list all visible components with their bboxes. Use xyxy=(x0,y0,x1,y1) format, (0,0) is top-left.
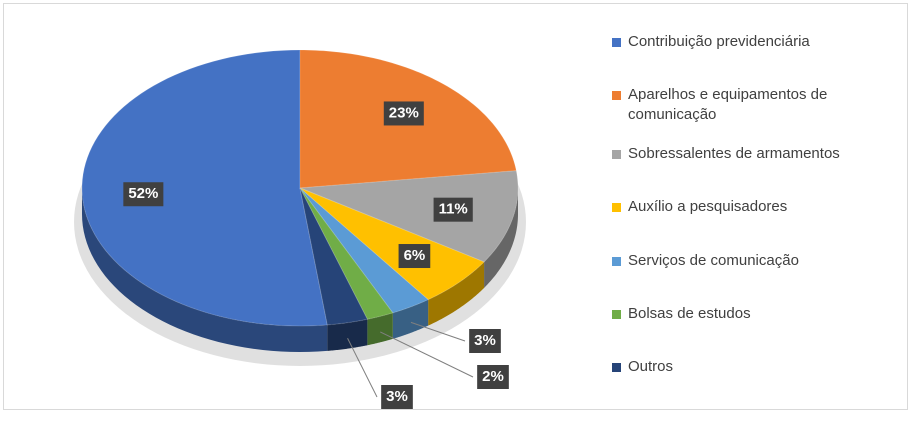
data-label: 23% xyxy=(389,104,419,121)
legend-swatch xyxy=(612,91,621,100)
legend-item: Aparelhos e equipamentos de comunicação xyxy=(612,85,848,125)
slice xyxy=(299,187,369,326)
legend-item: Sobressalentes de armamentos xyxy=(612,144,911,164)
data-label: 6% xyxy=(404,247,426,264)
legend-item: Bolsas de estudos xyxy=(612,304,911,324)
data-label: 3% xyxy=(386,388,408,405)
legend-swatch xyxy=(612,257,621,266)
slice-side xyxy=(367,312,393,346)
data-label-box xyxy=(433,197,473,222)
slice-side xyxy=(428,261,485,326)
data-label-box xyxy=(469,329,501,353)
slice-side xyxy=(484,188,518,288)
legend-label: Bolsas de estudos xyxy=(628,305,751,322)
data-label: 52% xyxy=(128,185,158,202)
legend-item: Auxílio a pesquisadores xyxy=(612,197,911,217)
legend-swatch xyxy=(612,150,621,159)
legend-item: Outros xyxy=(612,357,911,377)
data-label: 2% xyxy=(482,368,504,385)
slice-side xyxy=(392,299,429,339)
data-label: 11% xyxy=(439,201,468,218)
legend-swatch xyxy=(612,363,621,372)
chart-frame xyxy=(3,3,908,410)
slice xyxy=(299,187,430,314)
slice xyxy=(299,170,519,263)
data-label-box xyxy=(381,385,413,409)
slice xyxy=(299,187,485,301)
data-label-box xyxy=(123,182,164,207)
data-label: 3% xyxy=(474,332,496,349)
leader-line xyxy=(380,331,474,378)
legend-item: Serviços de comunicação xyxy=(612,251,911,271)
slice xyxy=(81,49,328,327)
leader-line xyxy=(410,321,466,342)
legend-label: Sobressalentes de armamentos xyxy=(628,145,840,162)
legend-swatch xyxy=(612,38,621,47)
legend-item: Contribuição previdenciária xyxy=(612,32,911,52)
legend-swatch xyxy=(612,203,621,212)
slice-side xyxy=(82,188,328,352)
legend-label: Auxílio a pesquisadores xyxy=(628,198,788,215)
legend-swatch xyxy=(612,310,621,319)
leader-line xyxy=(347,338,378,398)
slice-side xyxy=(327,319,368,351)
legend-label: Contribuição previdenciária xyxy=(628,33,810,50)
data-label-box xyxy=(398,244,431,269)
data-label-box xyxy=(477,365,509,389)
slice xyxy=(299,187,394,320)
legend-label: Outros xyxy=(628,358,674,375)
legend-label: Serviços de comunicação xyxy=(628,252,799,269)
data-label-box xyxy=(383,101,424,126)
legend-label: Aparelhos e equipamentos de comunicação xyxy=(628,86,828,123)
